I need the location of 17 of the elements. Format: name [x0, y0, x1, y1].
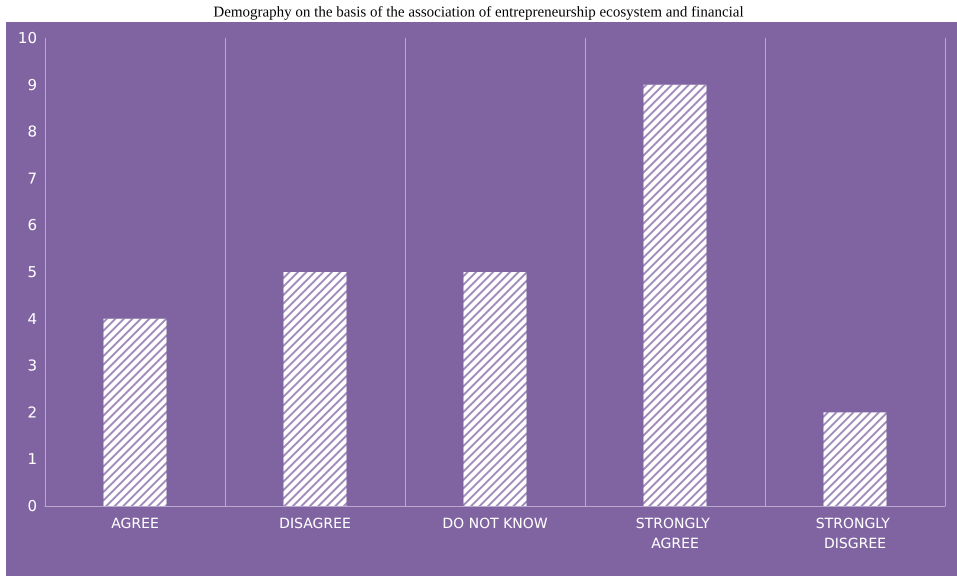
x-tick-label: STRONGLY AGREE [636, 516, 714, 552]
y-tick-label: 4 [27, 310, 37, 328]
y-tick-label: 1 [27, 450, 37, 468]
y-tick-label: 0 [27, 497, 37, 515]
x-tick-label: STRONGLY DISGREE [816, 516, 894, 552]
y-tick-label: 9 [27, 76, 37, 94]
x-tick-label: AGREE [111, 516, 159, 532]
y-tick-label: 2 [27, 403, 37, 422]
y-tick-label: 6 [27, 216, 37, 234]
y-tick-label: 5 [27, 263, 37, 281]
y-tick-label: 7 [27, 169, 37, 188]
y-tick-label: 3 [27, 356, 37, 375]
y-tick-label: 10 [18, 29, 37, 47]
y-tick-label: 8 [27, 122, 37, 141]
x-tick-label: DO NOT KNOW [442, 516, 548, 532]
x-tick-label: DISAGREE [279, 516, 351, 532]
chart-title: Demography on the basis of the association of entrepreneurship ecosystem and financial [213, 4, 744, 20]
